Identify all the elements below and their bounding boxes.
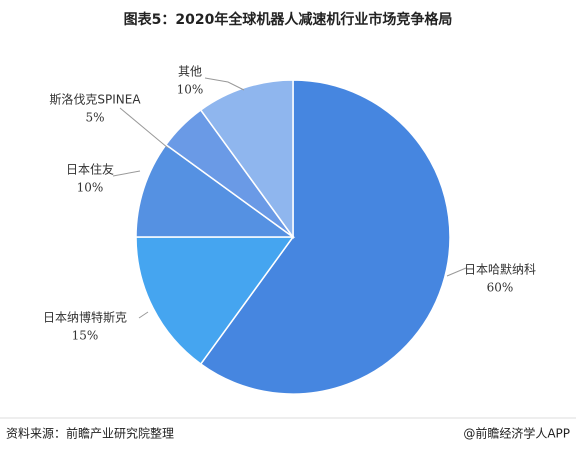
pie-slice bbox=[135, 143, 296, 238]
credit: @前瞻经济学人APP bbox=[463, 426, 570, 441]
leader-line bbox=[446, 267, 467, 277]
slice-label: 斯洛伐克SPINEA bbox=[49, 92, 141, 107]
slice-label: 日本住友 bbox=[66, 163, 114, 177]
source: 资料来源：前瞻产业研究院整理 bbox=[6, 426, 174, 441]
slice-value-label: 15% bbox=[72, 329, 99, 343]
pie-slice bbox=[199, 79, 294, 240]
slice-value-label: 60% bbox=[487, 281, 514, 295]
leader-line bbox=[204, 77, 245, 91]
slice-value-label: 10% bbox=[77, 181, 104, 195]
leader-line bbox=[112, 170, 141, 177]
leader-line bbox=[119, 107, 169, 149]
slice-label: 日本纳博特斯克 bbox=[43, 310, 127, 325]
pie-slice bbox=[199, 79, 451, 395]
slice-label: 其他 bbox=[178, 65, 202, 79]
slice-value-label: 10% bbox=[177, 83, 204, 97]
slice-value-label: 5% bbox=[85, 111, 104, 125]
chart-title: 图表5：2020年全球机器人减速机行业市场竞争格局 bbox=[124, 11, 453, 28]
leader-line bbox=[138, 311, 149, 319]
slice-label: 日本哈默纳科 bbox=[464, 262, 536, 277]
pie-slice bbox=[135, 236, 295, 366]
